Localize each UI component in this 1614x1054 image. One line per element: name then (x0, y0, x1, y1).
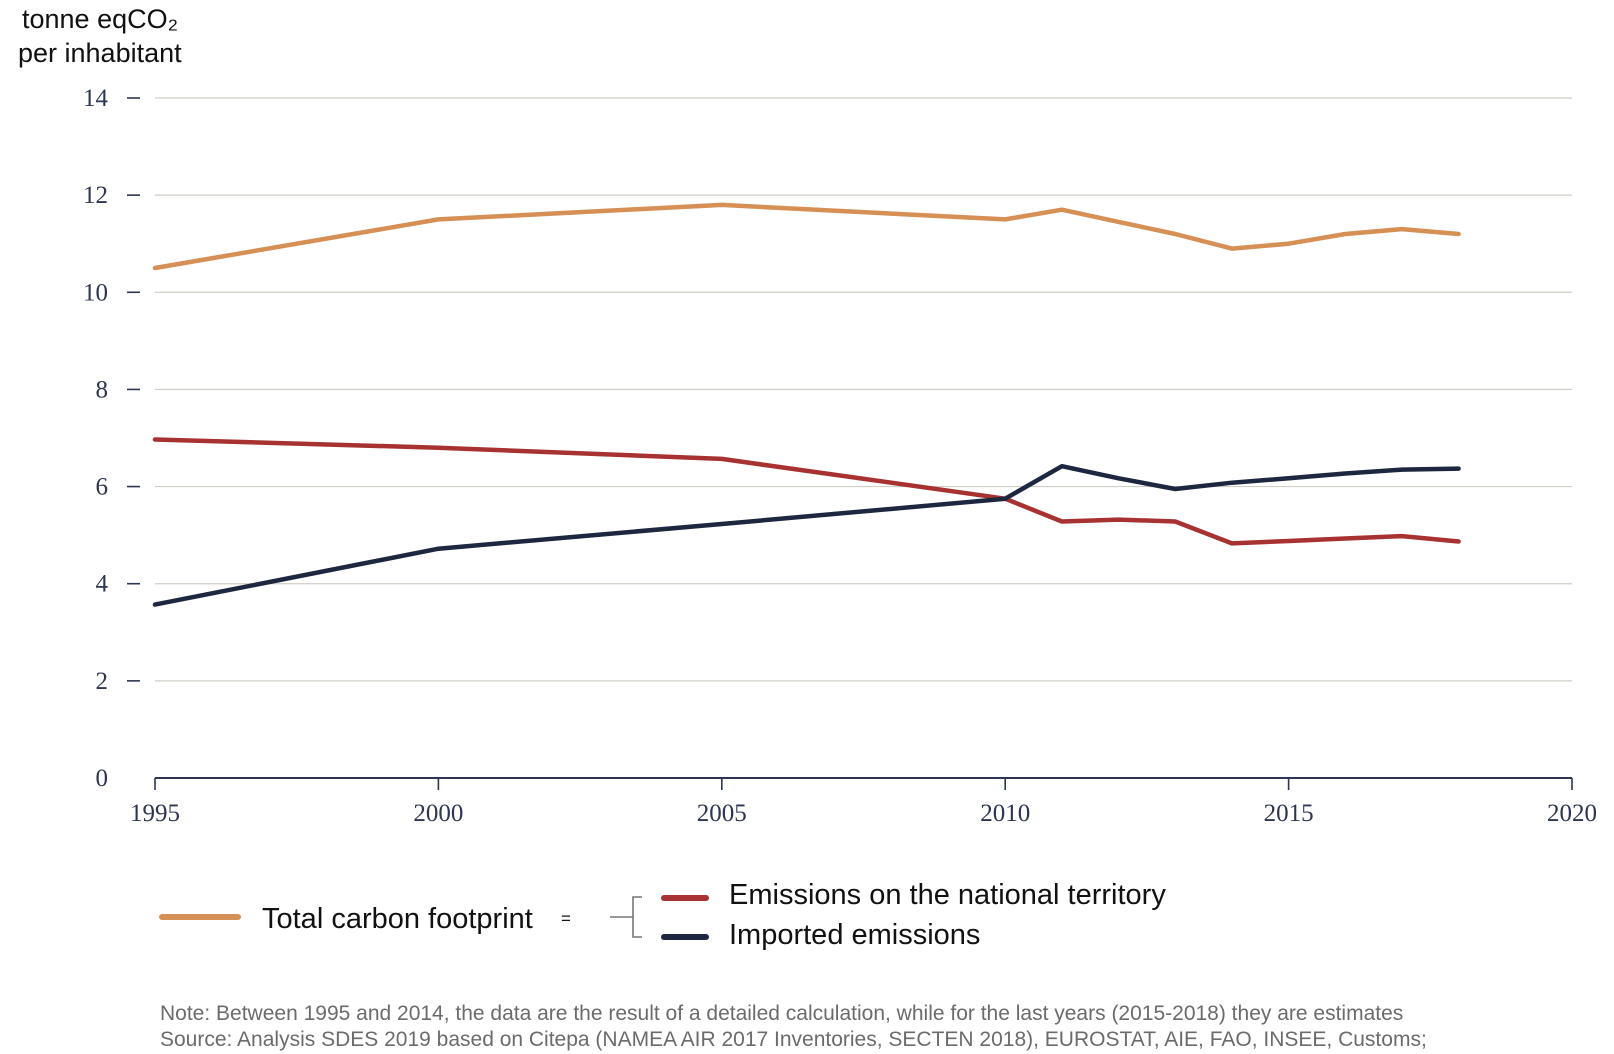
legend-label-imported-emissions: Imported emissions (729, 919, 980, 951)
y-tick-label-0: 0 (96, 765, 109, 792)
series-line-imported-emissions (152, 463, 1461, 607)
legend-equals-sign: = (561, 909, 571, 928)
y-tick-label-8: 8 (96, 376, 109, 403)
legend-bracket (610, 896, 642, 938)
series-line-emissions-on-the-national-territory (152, 437, 1461, 546)
y-axis-label-line-1: tonne eqCO₂ (22, 4, 178, 34)
legend: Total carbon footprint = Emissions on th… (159, 879, 1166, 951)
y-tick-label-12: 12 (83, 182, 108, 209)
series-lines (152, 202, 1461, 607)
y-tick-label-14: 14 (83, 85, 109, 112)
x-tick-label-2000: 2000 (413, 800, 463, 827)
x-tick-label-2010: 2010 (980, 800, 1030, 827)
y-tick-label-4: 4 (96, 571, 109, 598)
y-axis-label-line-2: per inhabitant (18, 38, 182, 68)
series-line-total-carbon-footprint (152, 202, 1461, 271)
x-axis: 1995 2000 2005 2010 2015 2020 (130, 777, 1597, 827)
y-tick-label-10: 10 (83, 279, 108, 306)
y-tick-label-2: 2 (96, 668, 109, 695)
legend-label-total-carbon-footprint: Total carbon footprint (262, 903, 533, 935)
y-tick-label-6: 6 (96, 474, 109, 501)
x-tick-label-1995: 1995 (130, 800, 180, 827)
x-tick-label-2020: 2020 (1547, 800, 1597, 827)
gridlines (155, 97, 1572, 682)
x-tick-label-2015: 2015 (1264, 800, 1314, 827)
x-tick-label-2005: 2005 (697, 800, 747, 827)
note-text: Note: Between 1995 and 2014, the data ar… (160, 1002, 1403, 1025)
y-axis-ticks: 0 2 4 6 8 10 12 14 (83, 85, 140, 792)
legend-label-national-territory: Emissions on the national territory (729, 879, 1166, 911)
source-text: Source: Analysis SDES 2019 based on Cite… (160, 1028, 1427, 1051)
